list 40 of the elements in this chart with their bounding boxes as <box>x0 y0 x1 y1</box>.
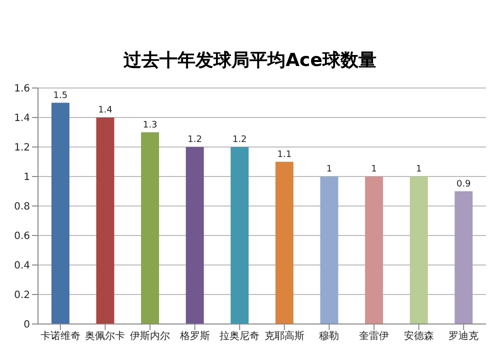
x-tick-label: 克耶高斯 <box>264 330 304 342</box>
x-tick-label: 穆勒 <box>319 330 340 342</box>
x-tick-label: 奎雷伊 <box>359 330 389 342</box>
data-label: 1 <box>326 164 332 174</box>
x-tick-label: 伊斯内尔 <box>130 330 170 342</box>
bar <box>51 102 70 324</box>
y-tick-label: 1 <box>24 172 30 184</box>
data-label: 1.5 <box>53 90 68 101</box>
bar <box>275 162 294 324</box>
data-label: 1 <box>371 164 377 174</box>
bar <box>230 147 249 324</box>
x-tick-label: 罗迪克 <box>448 330 479 342</box>
data-label: 1.2 <box>188 135 202 145</box>
bar <box>410 176 428 324</box>
y-tick-label: 0.4 <box>14 260 30 272</box>
data-label: 0.9 <box>456 179 472 190</box>
bar <box>186 147 204 324</box>
x-tick-label: 奥佩尔卡 <box>85 330 126 342</box>
bar <box>454 191 473 324</box>
y-tick-label: 0.8 <box>14 202 30 213</box>
bar <box>320 176 338 324</box>
bar <box>96 118 114 324</box>
data-label: 1 <box>416 164 422 174</box>
data-label: 1.4 <box>98 106 113 116</box>
x-tick-label: 卡诺维奇 <box>40 330 80 342</box>
bar <box>365 176 384 324</box>
y-tick-label: 0.2 <box>14 290 30 302</box>
data-label: 1.3 <box>142 120 158 130</box>
x-tick-label: 拉奥尼奇 <box>220 330 260 342</box>
x-tick-label: 格罗斯 <box>178 330 210 342</box>
data-label: 1.2 <box>232 135 247 145</box>
y-tick-label: 0.6 <box>14 231 30 242</box>
y-tick-label: 1.6 <box>14 84 30 95</box>
y-tick-label: 1.2 <box>14 142 30 154</box>
bar <box>141 132 160 324</box>
y-tick-label: 0 <box>24 320 30 331</box>
y-tick-label: 1.4 <box>14 113 30 124</box>
data-label: 1.1 <box>277 150 292 160</box>
chart-title: 过去十年发球局平均Ace球数量 <box>122 49 378 73</box>
x-tick-label: 安德森 <box>404 330 434 342</box>
